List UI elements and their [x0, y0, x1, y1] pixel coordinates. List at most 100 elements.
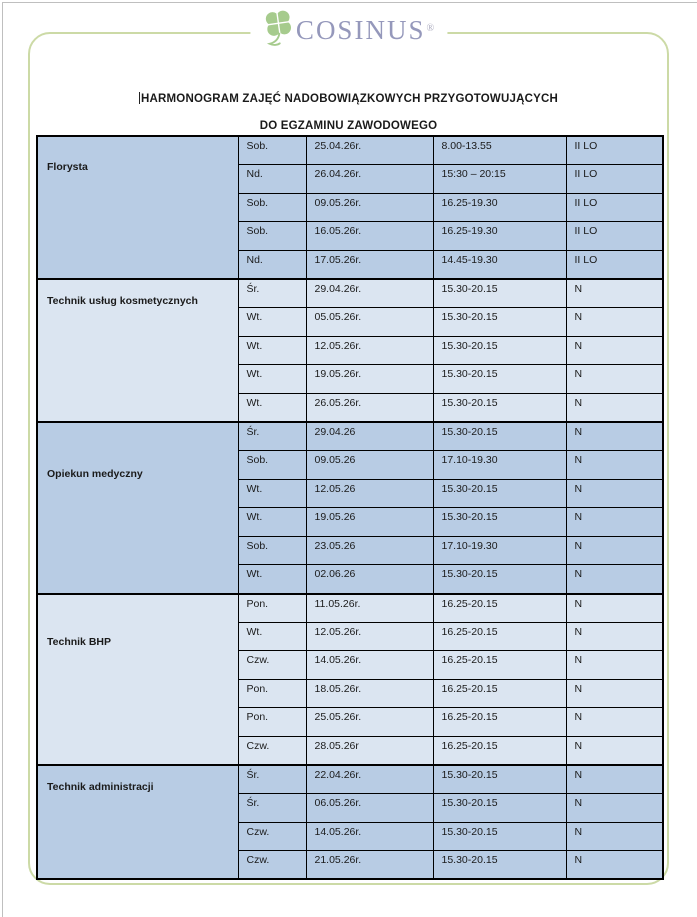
date-cell: 21.05.26r.	[305, 850, 434, 880]
day-cell: Wt.	[237, 335, 307, 366]
time-cell: 15.30-20.15	[432, 821, 567, 852]
table-row: Nd. 17.05.26r. 14.45-19.30 II LO	[37, 249, 664, 280]
group-cell: N	[565, 621, 664, 652]
day-cell: Wt.	[237, 621, 307, 652]
day-cell: Czw.	[237, 650, 307, 680]
date-cell: 22.04.26r.	[305, 764, 434, 795]
date-cell: 26.04.26r.	[305, 164, 434, 194]
time-cell: 15.30-20.15	[432, 764, 567, 795]
table-row: Technik administracji Śr. 22.04.26r. 15.30-…	[36, 764, 664, 880]
time-cell: 16.25-20.15	[432, 678, 567, 709]
page-edge-left	[2, 2, 3, 917]
time-cell: 16.25-20.15	[432, 592, 567, 623]
date-cell: 25.05.26r.	[305, 707, 434, 737]
date-cell: 11.05.26r.	[305, 592, 434, 623]
time-cell: 17.10-19.30	[432, 535, 567, 566]
date-cell: 19.05.26r.	[305, 364, 434, 394]
date-cell: 06.05.26r.	[305, 793, 434, 823]
table-row: Śr. 06.05.26r. 15.30-20.15 N	[37, 793, 664, 823]
logo-text: COSINUS	[295, 14, 426, 45]
date-cell: 18.05.26r.	[305, 678, 434, 709]
group-cell: N	[565, 592, 664, 623]
time-cell: 8.00-13.55	[432, 135, 567, 166]
time-cell: 16.25-19.30	[432, 221, 567, 251]
table-row: Wt. 19.05.26r. 15.30-20.15 N	[37, 364, 664, 394]
date-cell: 19.05.26	[305, 507, 434, 537]
clover-icon	[264, 10, 292, 52]
table-row: Wt. 19.05.26 15.30-20.15 N	[37, 507, 664, 537]
group-cell: N	[565, 850, 664, 880]
group-cell: N	[565, 650, 664, 680]
schedule-table-body: Florysta Sob. 25.04.26r. 8.00-13.55 II LO Nd.…	[36, 135, 664, 880]
group-cell: N	[565, 307, 664, 337]
day-cell: Śr.	[237, 764, 307, 795]
group-cell: N	[565, 335, 664, 366]
group-cell: N	[565, 420, 664, 452]
day-cell: Pon.	[237, 707, 307, 737]
time-cell: 16.25-20.15	[432, 735, 567, 766]
table-row: Sob. 09.05.26 17.10-19.30 N	[37, 450, 664, 480]
group-cell: N	[565, 450, 664, 480]
table-row: Czw. 28.05.26r 16.25-20.15 N	[37, 735, 664, 766]
table-row: Pon. 18.05.26r. 16.25-20.15 N	[37, 678, 664, 709]
date-cell: 16.05.26r.	[305, 221, 434, 251]
day-cell: Sob.	[237, 135, 307, 166]
group-cell: II LO	[565, 221, 664, 251]
group-cell: N	[565, 735, 664, 766]
date-cell: 12.05.26r.	[305, 335, 434, 366]
time-cell: 17.10-19.30	[432, 450, 567, 480]
date-cell: 17.05.26r.	[305, 249, 434, 280]
day-cell: Wt.	[237, 364, 307, 394]
profession-cell: Florysta	[36, 135, 239, 280]
date-cell: 12.05.26	[305, 478, 434, 509]
day-cell: Czw.	[237, 821, 307, 852]
table-row: Wt. 12.05.26r. 15.30-20.15 N	[37, 335, 664, 366]
time-cell: 15:30 – 20:15	[432, 164, 567, 194]
date-cell: 05.05.26r.	[305, 307, 434, 337]
time-cell: 14.45-19.30	[432, 249, 567, 280]
table-row: Florysta Sob. 25.04.26r. 8.00-13.55 II LO	[36, 135, 664, 280]
table-row: Opiekun medyczny Śr. 29.04.26 15.30-20.15 N	[36, 420, 664, 594]
time-cell: 15.30-20.15	[432, 564, 567, 594]
day-cell: Wt.	[237, 392, 307, 423]
time-cell: 15.30-20.15	[432, 507, 567, 537]
date-cell: 28.05.26r	[305, 735, 434, 766]
date-cell: 12.05.26r.	[305, 621, 434, 652]
day-cell: Śr.	[237, 793, 307, 823]
time-cell: 16.25-20.15	[432, 621, 567, 652]
time-cell: 15.30-20.15	[432, 364, 567, 394]
table-row: Technik BHP Pon. 11.05.26r. 16.25-20.15 N	[36, 592, 664, 766]
date-cell: 23.05.26	[305, 535, 434, 566]
time-cell: 15.30-20.15	[432, 478, 567, 509]
group-cell: N	[565, 678, 664, 709]
day-cell: Pon.	[237, 592, 307, 623]
table-row: Wt. 12.05.26 15.30-20.15 N	[37, 478, 664, 509]
date-cell: 14.05.26r.	[305, 650, 434, 680]
date-cell: 26.05.26r.	[305, 392, 434, 423]
group-cell: N	[565, 364, 664, 394]
table-row: Sob. 23.05.26 17.10-19.30 N	[37, 535, 664, 566]
schedule-table: Florysta Sob. 25.04.26r. 8.00-13.55 II LO Nd.…	[36, 135, 664, 881]
day-cell: Czw.	[237, 735, 307, 766]
time-cell: 15.30-20.15	[432, 793, 567, 823]
date-cell: 02.06.26	[305, 564, 434, 594]
document-title-line2: DO EGZAMINU ZAWODOWEGO	[259, 120, 438, 132]
group-cell: N	[565, 564, 664, 594]
table-row: Czw. 14.05.26r. 15.30-20.15 N	[37, 821, 664, 852]
day-cell: Nd.	[237, 249, 307, 280]
day-cell: Sob.	[237, 535, 307, 566]
time-cell: 16.25-19.30	[432, 192, 567, 223]
day-cell: Wt.	[237, 307, 307, 337]
group-cell: N	[565, 277, 664, 309]
date-cell: 09.05.26	[305, 450, 434, 480]
group-cell: II LO	[565, 192, 664, 223]
table-row: Technik usług kosmetycznych Śr. 29.04.26r.…	[36, 277, 664, 423]
day-cell: Wt.	[237, 478, 307, 509]
group-cell: II LO	[565, 135, 664, 166]
time-cell: 15.30-20.15	[432, 850, 567, 880]
table-row: Wt. 12.05.26r. 16.25-20.15 N	[37, 621, 664, 652]
group-cell: N	[565, 478, 664, 509]
time-cell: 15.30-20.15	[432, 277, 567, 309]
group-cell: N	[565, 392, 664, 423]
